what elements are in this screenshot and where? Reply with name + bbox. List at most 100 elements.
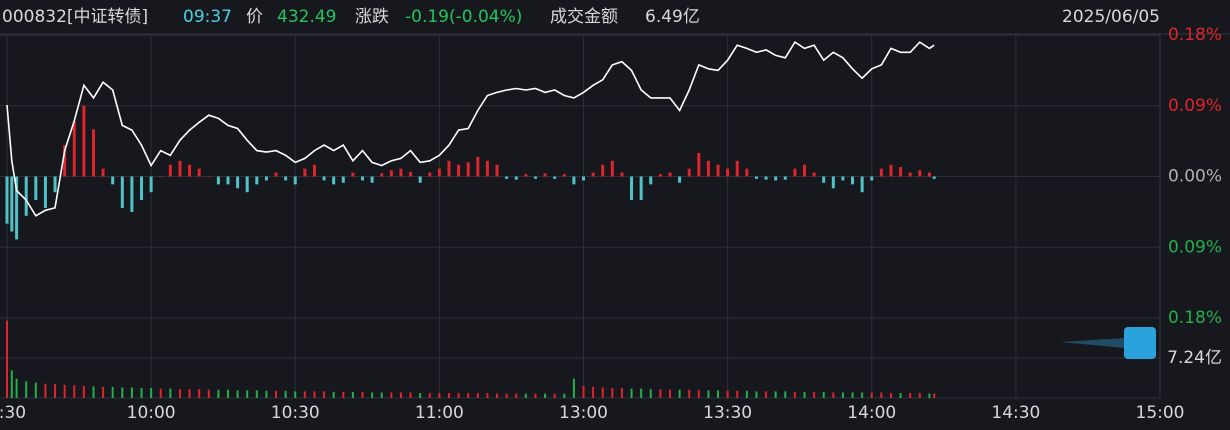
flow-bar bbox=[120, 176, 124, 208]
flow-bar bbox=[447, 160, 451, 177]
volume-bar bbox=[678, 389, 681, 398]
flow-bar bbox=[630, 176, 634, 201]
flow-bar bbox=[495, 164, 499, 177]
volume-bar bbox=[640, 388, 643, 398]
volume-bar bbox=[92, 386, 95, 398]
volume-bar bbox=[668, 389, 671, 398]
volume-bar bbox=[140, 388, 143, 398]
volume-bar bbox=[841, 392, 844, 398]
volume-bar bbox=[159, 388, 162, 398]
change-label: 涨跌 bbox=[355, 7, 389, 27]
flow-bar bbox=[303, 168, 307, 177]
volume-bar bbox=[275, 390, 278, 398]
flow-bar bbox=[178, 160, 182, 177]
x-tick-label: 11:00 bbox=[415, 403, 464, 423]
volume-bar bbox=[592, 386, 595, 398]
flow-bar bbox=[428, 172, 432, 177]
volume-bar bbox=[73, 385, 76, 398]
flow-bar bbox=[15, 176, 19, 240]
flow-bar bbox=[793, 168, 797, 177]
button-glow bbox=[1060, 338, 1125, 348]
volume-bar bbox=[832, 392, 835, 398]
volume-bar bbox=[697, 390, 700, 398]
flow-bar bbox=[802, 164, 806, 177]
flow-bar bbox=[399, 168, 403, 177]
volume-bar bbox=[303, 391, 306, 398]
flow-bar bbox=[514, 176, 518, 180]
flow-bar bbox=[149, 176, 153, 193]
volume-bar bbox=[102, 386, 105, 398]
volume-bar bbox=[82, 385, 85, 398]
flow-bar bbox=[188, 164, 192, 177]
volume-bar bbox=[813, 391, 816, 398]
volume-bar bbox=[784, 391, 787, 398]
volume-bar bbox=[265, 390, 268, 398]
x-tick-label: 14:00 bbox=[847, 403, 896, 423]
volume-bar bbox=[553, 393, 556, 398]
flow-bar bbox=[361, 176, 365, 181]
flow-bar bbox=[639, 176, 643, 201]
flow-bar bbox=[841, 176, 845, 181]
volume-bar bbox=[630, 388, 633, 398]
x-tick-label: 14:30 bbox=[991, 403, 1040, 423]
flow-bar bbox=[245, 176, 249, 193]
flow-bar bbox=[91, 129, 95, 177]
flow-bar bbox=[716, 164, 720, 177]
flow-bar bbox=[457, 164, 461, 177]
volume-bar bbox=[409, 392, 412, 398]
volume-bar bbox=[822, 391, 825, 398]
volume-bar bbox=[44, 383, 47, 398]
volume-bar bbox=[486, 393, 489, 398]
flow-bar bbox=[264, 176, 268, 181]
flow-bar bbox=[236, 176, 240, 189]
flow-bar bbox=[437, 168, 441, 177]
flow-bar bbox=[130, 176, 134, 212]
volume-bar bbox=[736, 390, 739, 398]
flow-bar bbox=[34, 176, 38, 201]
volume-bar bbox=[793, 391, 796, 398]
volume-bar bbox=[928, 393, 931, 398]
volume-bar bbox=[803, 391, 806, 398]
flow-bar bbox=[5, 176, 9, 224]
volume-bar bbox=[150, 388, 153, 398]
flow-bar bbox=[140, 176, 144, 201]
amount: 6.49亿 bbox=[645, 7, 700, 27]
flow-bar bbox=[293, 176, 297, 185]
flow-bar bbox=[831, 176, 835, 189]
flow-bar bbox=[908, 172, 912, 177]
volume-bar bbox=[659, 389, 662, 398]
flow-bar bbox=[418, 176, 422, 183]
flow-bar bbox=[63, 145, 67, 177]
flow-bar bbox=[524, 174, 528, 177]
flow-bar bbox=[764, 176, 768, 180]
flow-bar bbox=[658, 174, 662, 177]
x-tick-label: 10:30 bbox=[271, 403, 320, 423]
volume-bar bbox=[6, 320, 8, 398]
flow-bar bbox=[553, 176, 557, 179]
volume-button[interactable] bbox=[1060, 327, 1156, 359]
flow-bar bbox=[927, 172, 931, 177]
volume-bar bbox=[880, 392, 883, 398]
flow-bar bbox=[745, 168, 749, 177]
flow-bar bbox=[678, 176, 682, 183]
flow-bar bbox=[533, 176, 537, 179]
time: 09:37 bbox=[183, 7, 232, 27]
flow-bar bbox=[10, 176, 14, 232]
volume-bar bbox=[342, 391, 345, 398]
flow-bar bbox=[620, 172, 624, 177]
flow-bar bbox=[754, 176, 758, 179]
flow-bar bbox=[72, 121, 76, 177]
flow-bar bbox=[43, 176, 47, 208]
volume-bar bbox=[717, 390, 720, 398]
flow-bar bbox=[812, 172, 816, 177]
flow-bar bbox=[870, 176, 874, 181]
volume-bar bbox=[467, 393, 470, 398]
volume-bar bbox=[226, 389, 229, 398]
flow-bar bbox=[485, 160, 489, 177]
flow-bar bbox=[932, 176, 936, 179]
flow-bar bbox=[255, 176, 259, 185]
volume-bar bbox=[515, 393, 518, 398]
volume-bar bbox=[534, 393, 537, 398]
flow-bar bbox=[216, 176, 220, 185]
volume-bar bbox=[169, 388, 172, 398]
